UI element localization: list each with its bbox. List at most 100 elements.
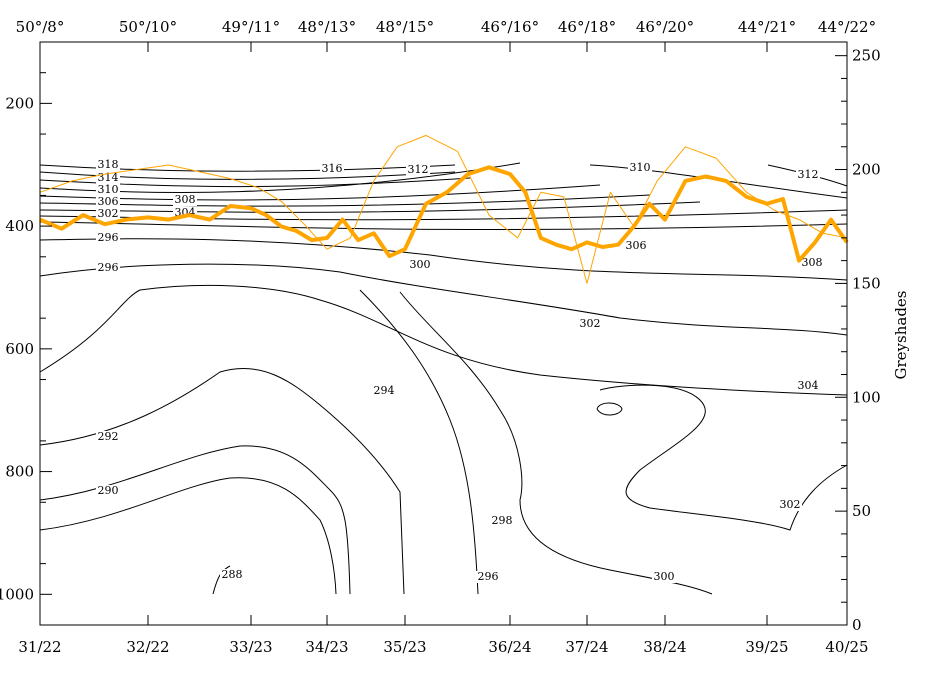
contour-label: 308 bbox=[175, 193, 196, 206]
contour-label-bg bbox=[96, 196, 120, 208]
contour-line bbox=[599, 384, 848, 531]
contour-line bbox=[39, 221, 848, 230]
bottom-tick-label: 34/23 bbox=[305, 638, 348, 656]
right-tick-label: 250 bbox=[852, 47, 881, 65]
contour-label-bg bbox=[96, 159, 120, 171]
contour-label-bg bbox=[96, 485, 120, 497]
contour-label: 310 bbox=[98, 183, 119, 196]
contour-label: 302 bbox=[780, 498, 801, 511]
contour-label-bg bbox=[624, 240, 648, 252]
contour-label: 298 bbox=[492, 514, 513, 527]
contour-line bbox=[39, 164, 456, 172]
contour-line bbox=[39, 477, 337, 595]
contour-line bbox=[39, 201, 701, 213]
contour-label-bg bbox=[796, 380, 820, 392]
contour-label: 290 bbox=[98, 484, 119, 497]
left-tick-label: 200 bbox=[5, 94, 34, 112]
contour-label-bg bbox=[628, 162, 652, 174]
bottom-tick-label: 39/25 bbox=[745, 638, 788, 656]
top-tick-label: 50°/8° bbox=[16, 18, 65, 36]
contour-label-bg bbox=[476, 571, 500, 583]
contour-label: 296 bbox=[98, 261, 119, 274]
contour-label: 308 bbox=[802, 256, 823, 269]
contour-label-bg bbox=[320, 163, 344, 175]
contour-label: 296 bbox=[98, 231, 119, 244]
contour-line bbox=[39, 238, 848, 281]
right-tick-label: 100 bbox=[852, 388, 881, 406]
bottom-tick-label: 33/23 bbox=[229, 638, 272, 656]
plot-frame bbox=[39, 41, 848, 626]
contour-line bbox=[39, 184, 601, 201]
contour-label-bg bbox=[800, 257, 824, 269]
right-tick-label: 0 bbox=[852, 616, 862, 634]
contour-line bbox=[39, 263, 848, 336]
contour-label: 294 bbox=[374, 384, 395, 397]
series-line-thick bbox=[39, 165, 849, 263]
contour-label: 300 bbox=[654, 570, 675, 583]
contour-label-bg bbox=[406, 164, 430, 176]
contour-label: 312 bbox=[408, 163, 429, 176]
contour-label: 304 bbox=[798, 379, 819, 392]
right-tick-label: 150 bbox=[852, 274, 881, 292]
top-tick-label: 46°/18° bbox=[558, 18, 616, 36]
top-tick-label: 46°/16° bbox=[481, 18, 539, 36]
contour-line bbox=[399, 291, 713, 595]
contour-label: 306 bbox=[98, 195, 119, 208]
bottom-tick-label: 35/23 bbox=[383, 638, 426, 656]
top-tick-label: 46°/20° bbox=[636, 18, 694, 36]
contour-label: 312 bbox=[798, 168, 819, 181]
contour-line bbox=[39, 367, 405, 595]
contour-line bbox=[359, 289, 479, 595]
bottom-tick-label: 38/24 bbox=[643, 638, 686, 656]
contour-label-bg bbox=[96, 208, 120, 220]
contour-lines bbox=[39, 162, 848, 595]
top-tick-label: 44°/21° bbox=[738, 18, 796, 36]
bottom-tick-label: 37/24 bbox=[565, 638, 608, 656]
contour-label-bg bbox=[652, 571, 676, 583]
right-tick-label: 200 bbox=[852, 161, 881, 179]
top-tick-label: 48°/13° bbox=[298, 18, 356, 36]
contour-label: 302 bbox=[580, 317, 601, 330]
top-tick-label: 44°/22° bbox=[818, 18, 876, 36]
contour-line bbox=[39, 284, 848, 396]
contour-label: 288 bbox=[222, 568, 243, 581]
top-tick-label: 48°/15° bbox=[376, 18, 434, 36]
contour-label: 302 bbox=[98, 207, 119, 220]
left-tick-label: 400 bbox=[5, 217, 34, 235]
bottom-tick-label: 31/22 bbox=[18, 638, 61, 656]
contour-label-bg bbox=[372, 385, 396, 397]
axes: 31/22 32/22 33/23 34/23 35/23 36/24 37/24 38/24… bbox=[0, 18, 881, 656]
contour-label: 310 bbox=[630, 161, 651, 174]
contour-label-bg bbox=[220, 569, 244, 581]
contour-label: 306 bbox=[626, 239, 647, 252]
bottom-tick-label: 36/24 bbox=[488, 638, 531, 656]
contour-line bbox=[596, 402, 623, 416]
series-line-thin bbox=[39, 134, 848, 284]
bottom-tick-label: 32/22 bbox=[126, 638, 169, 656]
contour-label-bg bbox=[408, 259, 432, 271]
contour-label-bg bbox=[490, 515, 514, 527]
contour-label-bg bbox=[173, 194, 197, 206]
bottom-tick-label: 40/25 bbox=[825, 638, 868, 656]
contour-line bbox=[39, 162, 521, 193]
y2-axis-title: Greyshades bbox=[892, 291, 910, 380]
left-tick-label: 1000 bbox=[0, 585, 34, 603]
left-tick-label: 600 bbox=[5, 340, 34, 358]
contour-label: 292 bbox=[98, 430, 119, 443]
contour-label: 300 bbox=[410, 258, 431, 271]
contour-label: 296 bbox=[478, 570, 499, 583]
contour-label: 316 bbox=[322, 162, 343, 175]
contour-label-bg bbox=[578, 318, 602, 330]
right-tick-label: 50 bbox=[852, 502, 871, 520]
contour-line bbox=[39, 445, 351, 595]
left-tick-label: 800 bbox=[5, 463, 34, 481]
contour-label-bg bbox=[778, 499, 802, 511]
contour-label: 318 bbox=[98, 158, 119, 171]
contour-line bbox=[39, 171, 456, 180]
series-layer bbox=[39, 134, 849, 284]
top-tick-label: 50°/10° bbox=[119, 18, 177, 36]
contour-label-bg bbox=[796, 169, 820, 181]
contour-label-bg bbox=[96, 232, 120, 244]
